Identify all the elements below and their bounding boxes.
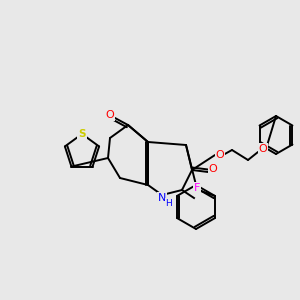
Text: N: N bbox=[158, 193, 166, 203]
Text: O: O bbox=[106, 110, 114, 120]
Text: O: O bbox=[259, 144, 267, 154]
Text: O: O bbox=[216, 150, 224, 160]
Text: S: S bbox=[78, 129, 86, 139]
Text: F: F bbox=[194, 183, 200, 193]
Text: H: H bbox=[166, 199, 172, 208]
Text: O: O bbox=[208, 164, 217, 174]
